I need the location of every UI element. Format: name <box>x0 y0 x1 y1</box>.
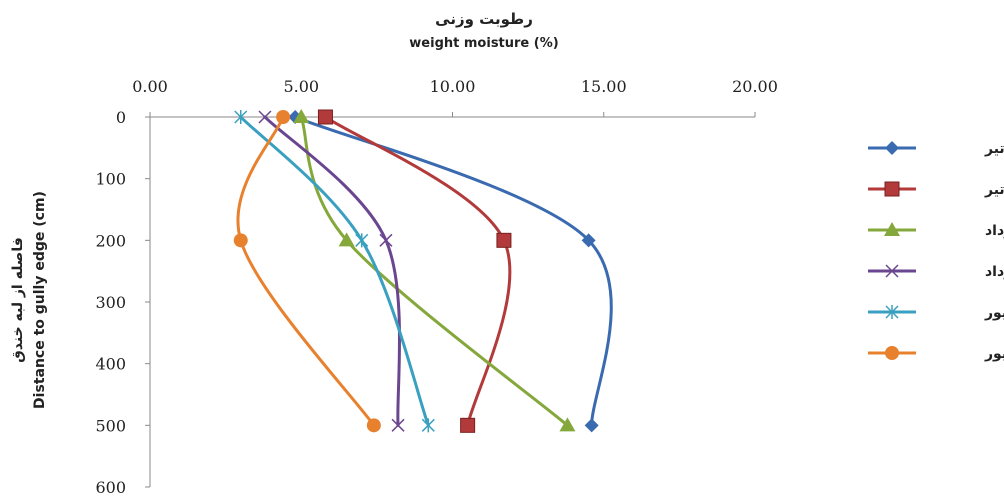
y-tick-label: 600 <box>95 478 126 497</box>
y-tick-label: 400 <box>95 355 126 374</box>
series-3 <box>293 109 576 432</box>
series-2 <box>317 109 512 433</box>
data-point <box>391 418 405 432</box>
series-line <box>323 115 512 427</box>
x-tick-label: 5.00 <box>283 77 319 96</box>
series-line <box>236 115 376 427</box>
legend-label: ۱شهریور <box>984 305 1004 321</box>
x-tick-label: 10.00 <box>430 77 476 96</box>
data-point <box>258 110 272 124</box>
axes <box>145 112 756 488</box>
data-point <box>276 110 291 124</box>
data-point <box>581 233 596 248</box>
legend-item: ۱۶شهریور <box>868 346 1004 362</box>
legend-label: ۲مرداد <box>985 223 1004 239</box>
data-point <box>366 418 381 433</box>
data-point <box>584 418 599 433</box>
series-5 <box>234 110 435 433</box>
series-line <box>293 115 613 427</box>
data-point <box>355 233 369 248</box>
legend-marker <box>885 305 899 319</box>
series-4 <box>258 110 405 432</box>
series-1 <box>288 110 613 433</box>
legend-label: ۱۲مرداد <box>985 264 1004 280</box>
legend-item: ۳تیر <box>868 141 1004 157</box>
y-axis-label-fa: فاصله از لبه خندق <box>10 237 26 363</box>
legend-marker <box>884 181 900 197</box>
data-point <box>317 109 333 125</box>
series-layer <box>233 109 613 433</box>
y-tick-label: 500 <box>95 416 126 435</box>
data-point <box>233 233 248 248</box>
data-point <box>496 232 512 248</box>
x-tick-label: 0.00 <box>132 77 168 96</box>
legend-label: ۱۶شهریور <box>984 346 1004 362</box>
x-tick-labels: 0.00 5.00 10.00 15.00 20.00 <box>132 77 778 96</box>
legend: ۳تیر ۱۸تیر ۲مرداد ۱۲مرداد ۱شهریور ۱۶شهریور <box>868 141 1004 362</box>
legend-marker <box>885 141 899 155</box>
y-tick-label: 100 <box>95 170 126 189</box>
chart-title: رطوبت وزنی <box>435 10 533 28</box>
legend-item: ۲مرداد <box>868 222 1004 239</box>
legend-item: ۱۸تیر <box>868 181 1004 198</box>
data-point <box>421 418 435 433</box>
legend-marker <box>884 222 900 236</box>
legend-marker <box>885 346 899 360</box>
y-tick-label: 0 <box>116 108 126 127</box>
x-tick-label: 20.00 <box>732 77 778 96</box>
data-point <box>234 110 248 124</box>
data-point <box>338 232 355 247</box>
series-6 <box>233 110 381 433</box>
legend-item: ۱۲مرداد <box>868 264 1004 280</box>
legend-marker <box>885 264 899 278</box>
legend-item: ۱شهریور <box>868 305 1004 321</box>
data-point <box>559 417 576 432</box>
data-point <box>379 233 393 247</box>
data-point <box>293 109 310 123</box>
data-point <box>460 417 476 433</box>
legend-label: ۱۸تیر <box>984 182 1004 198</box>
legend-label: ۳تیر <box>984 141 1004 157</box>
y-axis-label: Distance to gully edge (cm) <box>32 191 48 409</box>
x-tick-label: 15.00 <box>581 77 627 96</box>
y-tick-label: 200 <box>95 231 126 250</box>
chart-subtitle: weight moisture (%) <box>409 36 558 51</box>
y-tick-label: 300 <box>95 293 126 312</box>
y-tick-labels: 0 100 200 300 400 500 600 <box>95 108 126 497</box>
